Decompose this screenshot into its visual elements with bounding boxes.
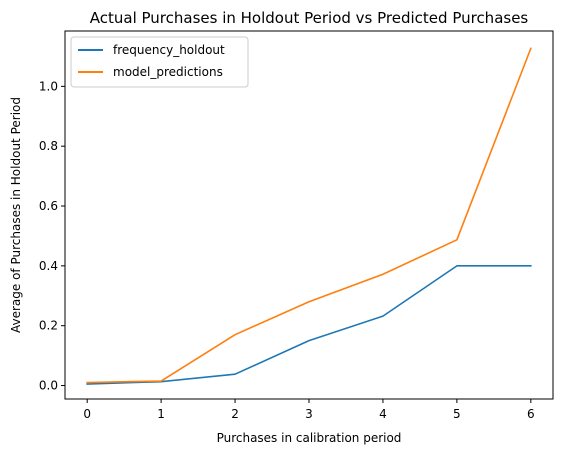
y-tick-label: 0.8: [39, 139, 58, 153]
series-line-frequency-holdout: [86, 265, 532, 385]
legend-label-frequency-holdout: frequency_holdout: [113, 43, 225, 57]
x-tick-label: 1: [157, 407, 165, 421]
x-axis-label: Purchases in calibration period: [217, 431, 402, 445]
series-line-model-predictions: [86, 47, 532, 384]
x-tick-label: 5: [453, 407, 461, 421]
x-tick-label: 3: [305, 407, 313, 421]
y-axis-label: Average of Purchases in Holdout Period: [9, 97, 23, 333]
y-tick-label: 1.0: [39, 79, 58, 93]
legend-box: [70, 36, 249, 88]
plot-area: 0 1 2 3 4 5 6 0.0 0.2 0.4 0.6 0.8 1.0: [39, 47, 535, 421]
x-tick-label: 0: [83, 407, 91, 421]
y-tick-label: 0.0: [39, 379, 58, 393]
legend: frequency_holdout model_predictions: [70, 36, 249, 88]
legend-label-model-predictions: model_predictions: [113, 65, 223, 79]
y-tick-label: 0.2: [39, 319, 58, 333]
x-tick-label: 6: [527, 407, 535, 421]
plot-frame: [64, 30, 554, 400]
y-tick-label: 0.6: [39, 199, 58, 213]
chart-title: Actual Purchases in Holdout Period vs Pr…: [90, 9, 529, 27]
y-tick-label: 0.4: [39, 259, 58, 273]
x-tick-label: 2: [231, 407, 239, 421]
x-tick-label: 4: [379, 407, 387, 421]
